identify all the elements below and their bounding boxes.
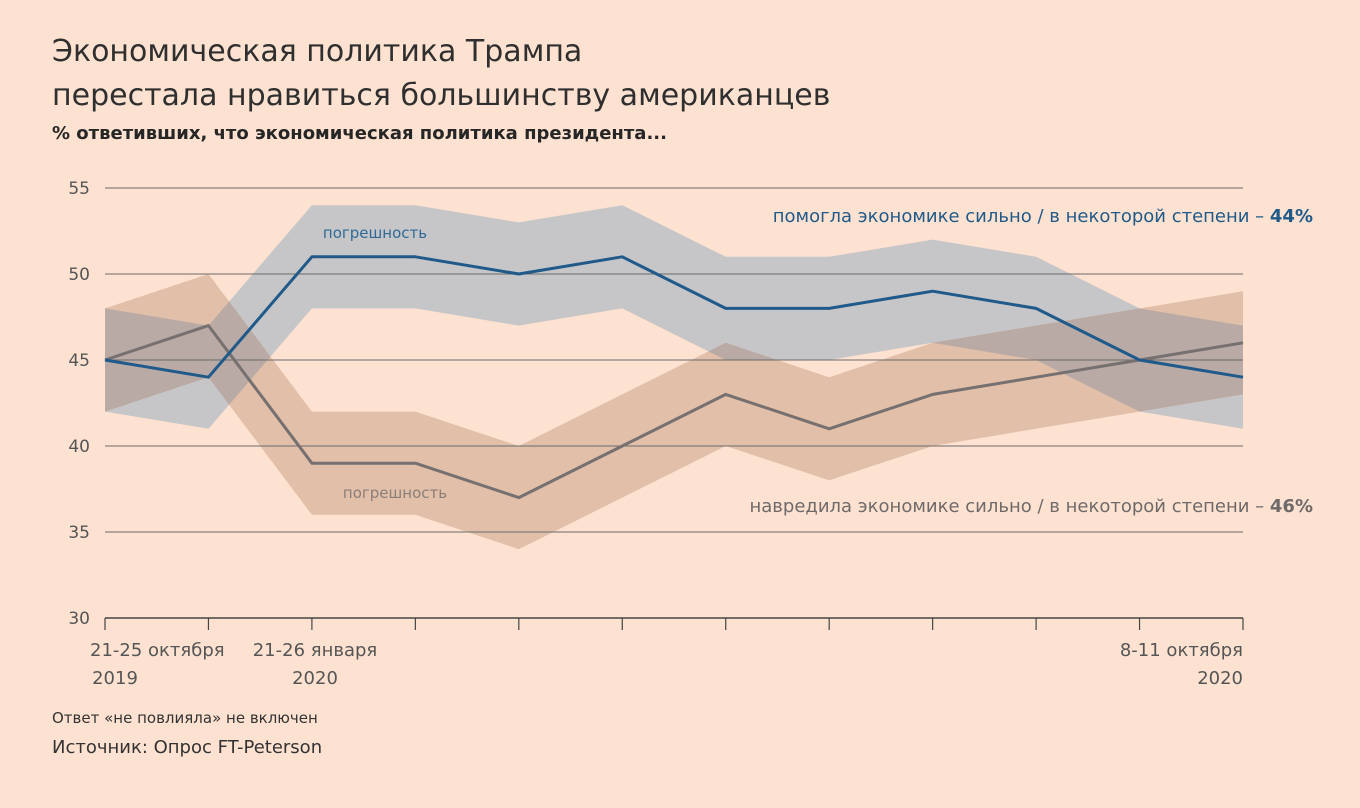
hurt-error-annotation: погрешность [343,484,447,502]
series-label-hurt: навредила экономике сильно / в некоторой… [749,496,1313,517]
series-name: навредила экономике сильно / в некоторой… [749,496,1269,517]
y-tick-label: 40 [68,437,90,457]
title-line-2: перестала нравиться большинству американ… [52,78,831,113]
source-note: Источник: Опрос FT-Peterson [52,737,323,758]
x-tick-label: 8-11 октября [1120,640,1243,661]
x-tick-label: 21-25 октября [90,640,225,661]
series-label-helped: помогла экономике сильно / в некоторой с… [773,206,1313,227]
y-tick-label: 30 [68,609,90,629]
helped-error-band [105,205,1243,429]
y-tick-label: 45 [68,351,90,371]
series-final-value: 46% [1270,496,1313,517]
helped-series-line [104,255,1244,379]
y-tick-label: 50 [68,265,90,285]
helped-error-annotation: погрешность [323,224,427,242]
title-line-1: Экономическая политика Трампа [52,34,583,69]
y-tick-label: 35 [68,523,90,543]
x-tick-label: 21-26 января [253,640,378,661]
x-tick-label-year: 2019 [92,668,138,689]
x-tick-label-year: 2020 [1197,668,1243,689]
footnote: Ответ «не повлияла» не включен [52,709,318,727]
y-tick-label: 55 [68,179,90,199]
chart-subtitle: % ответивших, что экономическая политика… [52,123,667,144]
series-name: помогла экономике сильно / в некоторой с… [773,206,1270,227]
hurt-series-line [104,324,1244,500]
series-final-value: 44% [1270,206,1313,227]
chart-title: Экономическая политика Трампа перестала … [52,30,830,118]
x-tick-label-year: 2020 [292,668,338,689]
